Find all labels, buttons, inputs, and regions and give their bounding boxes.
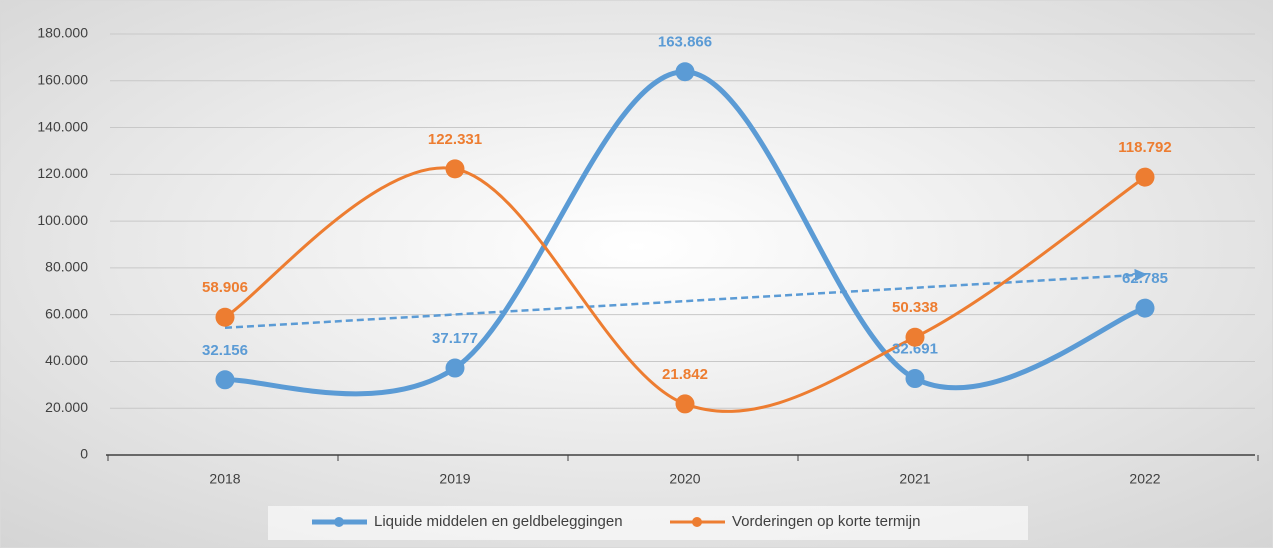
trendline bbox=[224, 268, 1148, 330]
x-tick-label: 2019 bbox=[439, 471, 470, 487]
point bbox=[215, 370, 235, 390]
series-line bbox=[224, 166, 1146, 413]
legend-label: Vorderingen op korte termijn bbox=[732, 513, 920, 530]
y-tick-label: 100.000 bbox=[37, 212, 88, 228]
y-tick-label: 40.000 bbox=[45, 352, 88, 368]
data-label: 58.906 bbox=[202, 279, 248, 296]
point bbox=[675, 394, 695, 414]
data-label: 50.338 bbox=[892, 299, 938, 316]
legend-marker bbox=[334, 517, 344, 527]
legend-marker bbox=[692, 517, 702, 527]
point bbox=[215, 307, 235, 327]
data-label: 118.792 bbox=[1118, 139, 1171, 156]
point bbox=[905, 369, 925, 389]
x-tick-label: 2020 bbox=[669, 471, 700, 487]
point bbox=[445, 358, 465, 378]
data-label: 163.866 bbox=[658, 34, 712, 51]
point bbox=[905, 327, 925, 347]
y-tick-label: 160.000 bbox=[37, 71, 88, 87]
point bbox=[1135, 167, 1155, 187]
point bbox=[1135, 298, 1155, 318]
data-label: 37.177 bbox=[432, 330, 478, 347]
data-label: 32.691 bbox=[892, 341, 938, 358]
point bbox=[675, 62, 695, 82]
data-label: 21.842 bbox=[662, 366, 708, 383]
y-tick-label: 120.000 bbox=[37, 165, 88, 181]
x-tick-label: 2018 bbox=[209, 471, 240, 487]
y-tick-label: 80.000 bbox=[45, 259, 88, 275]
x-tick-label: 2021 bbox=[899, 471, 930, 487]
data-label: 32.156 bbox=[202, 342, 248, 359]
data-label: 62.785 bbox=[1122, 270, 1168, 287]
y-tick-label: 60.000 bbox=[45, 305, 88, 321]
legend-label: Liquide middelen en geldbeleggingen bbox=[374, 513, 623, 530]
y-tick-label: 20.000 bbox=[45, 399, 88, 415]
data-label: 122.331 bbox=[428, 131, 482, 148]
point bbox=[445, 159, 465, 179]
legend-box bbox=[268, 506, 1028, 540]
x-tick-label: 2022 bbox=[1129, 471, 1160, 487]
y-tick-label: 140.000 bbox=[37, 118, 88, 134]
y-tick-label: 180.000 bbox=[37, 25, 88, 41]
y-tick-label: 0 bbox=[80, 446, 88, 462]
